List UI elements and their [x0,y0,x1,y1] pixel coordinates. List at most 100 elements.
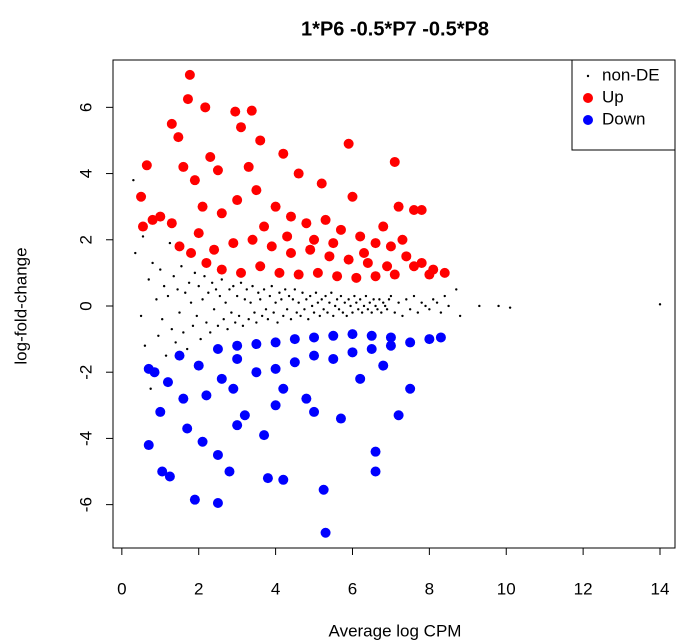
point [320,527,331,538]
point [385,241,396,252]
x-tick-label: 8 [425,579,434,598]
point [424,334,435,345]
point [297,301,300,304]
point [230,106,241,117]
point [362,257,373,268]
point [137,221,148,232]
point [247,234,258,245]
point [332,271,343,282]
point [155,298,158,301]
point [173,132,184,143]
point [239,281,243,285]
point [343,138,354,149]
point [228,383,239,394]
x-tick-label: 6 [348,579,357,598]
point [220,278,223,281]
point [262,288,266,291]
point [328,238,339,249]
point [139,314,143,318]
point [268,294,272,298]
point [212,344,223,355]
point [291,298,295,301]
point [310,304,314,308]
point [155,211,166,222]
chart-title: 1*P6 -0.5*P7 -0.5*P8 [301,18,489,40]
point [366,344,377,355]
point [134,251,137,255]
point [143,440,154,451]
point [251,185,262,196]
point [224,466,235,477]
point [376,308,379,311]
point [308,294,312,298]
point [251,339,262,350]
point [212,497,223,508]
point [205,321,208,324]
point [370,466,381,477]
point [186,248,197,259]
point [285,248,296,259]
point [378,360,389,371]
point [162,284,166,288]
point [316,301,320,304]
point [324,251,335,262]
point [184,69,195,80]
point [197,436,208,447]
point [335,413,346,424]
point [151,261,154,265]
point [420,301,423,304]
point [301,393,312,404]
y-tick-label: 2 [76,235,95,244]
point [335,224,346,235]
point [132,178,135,182]
point [182,94,193,105]
point [259,221,270,232]
y-tick-label: 6 [76,103,95,112]
point [389,156,400,167]
point [255,261,266,272]
point [201,257,212,268]
point [166,118,177,129]
point [232,420,243,431]
point [270,363,281,374]
point [382,301,385,304]
point [397,301,400,304]
y-tick-label: 0 [76,301,95,310]
x-tick-label: 2 [194,579,203,598]
point [216,264,227,275]
point [318,314,322,318]
point [370,271,381,282]
point [285,211,296,222]
point [241,324,245,328]
point [246,105,257,116]
point [349,304,352,308]
point [416,311,420,314]
point [182,423,193,434]
point [193,360,204,371]
legend-label: non-DE [602,65,660,84]
point [197,284,200,288]
point [382,261,393,272]
point [309,350,320,361]
point [435,301,439,304]
point [360,311,364,314]
point [355,301,358,304]
point [266,318,270,321]
point [178,393,189,404]
point [285,308,289,311]
point [147,278,150,281]
point [143,344,147,347]
point [322,308,325,311]
point [216,324,220,328]
point [658,303,662,306]
point [239,410,250,421]
point [289,334,300,345]
point [255,135,266,146]
point [180,265,183,268]
point [178,161,189,172]
point [293,288,297,291]
point [166,218,177,229]
x-tick-label: 10 [497,579,516,598]
point [255,321,258,324]
point [372,298,375,301]
